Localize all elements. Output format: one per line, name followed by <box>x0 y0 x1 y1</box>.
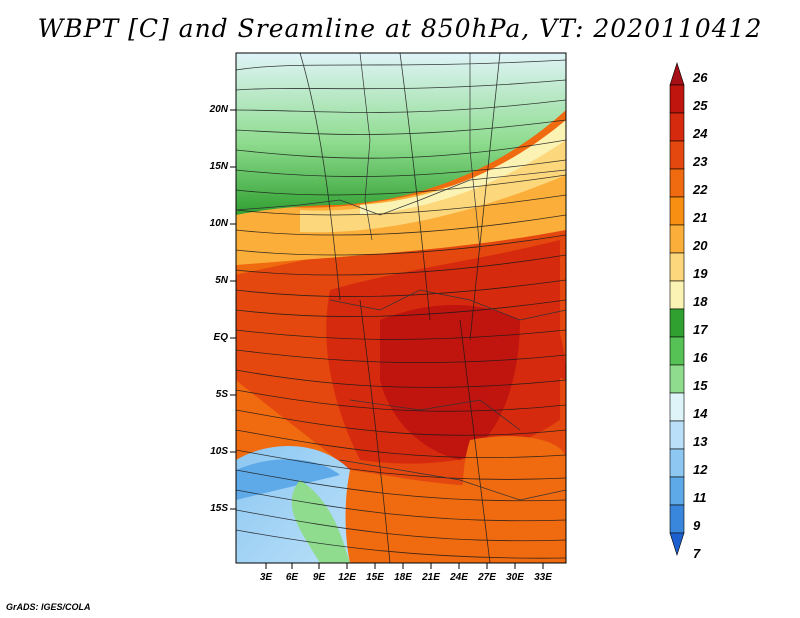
lon-label: 15E <box>366 572 384 583</box>
colorbar-swatch <box>669 224 685 254</box>
colorbar-swatch <box>669 308 685 338</box>
colorbar-label: 15 <box>693 378 708 393</box>
lat-label: EQ <box>213 332 228 343</box>
colorbar-swatch <box>669 504 685 534</box>
colorbar-label: 24 <box>693 126 708 141</box>
colorbar-swatch <box>669 280 685 310</box>
colorbar-swatch <box>669 112 685 142</box>
colorbar-swatch <box>669 364 685 394</box>
lon-label: 21E <box>422 572 440 583</box>
colorbar-label: 14 <box>693 406 708 421</box>
colorbar-label: 16 <box>693 350 708 365</box>
map-title: WBPT [C] and Sreamline at 850hPa, VT: 20… <box>37 14 763 43</box>
colorbar-swatch <box>669 336 685 366</box>
colorbar-swatch <box>669 420 685 450</box>
colorbar-bottom-arrow <box>669 532 685 556</box>
lon-label: 9E <box>312 572 326 583</box>
lat-label: 10S <box>210 446 228 457</box>
colorbar-swatch <box>669 168 685 198</box>
colorbar-label: 9 <box>693 518 701 533</box>
colorbar-label: 7 <box>693 546 701 561</box>
map-frame <box>235 52 567 564</box>
colorbar-swatch <box>669 84 685 114</box>
colorbar-label: 23 <box>693 154 708 169</box>
colorbar-label: 12 <box>693 462 708 477</box>
credit-text: GrADS: IGES/COLA <box>6 602 91 612</box>
lat-label: 5N <box>215 275 228 286</box>
lon-label: 3E <box>259 572 273 583</box>
colorbar-label: 19 <box>693 266 708 281</box>
lat-label: 20N <box>209 104 228 115</box>
lat-label: 15N <box>209 161 228 172</box>
colorbar-label: 21 <box>693 210 708 225</box>
lon-label: 27E <box>478 572 496 583</box>
lon-label: 12E <box>338 572 356 583</box>
colorbar-swatch <box>669 392 685 422</box>
colorbar-swatch <box>669 252 685 282</box>
colorbar-label: 13 <box>693 434 708 449</box>
colorbar-swatch <box>669 476 685 506</box>
colorbar-swatch <box>669 140 685 170</box>
lat-label: 5S <box>215 389 228 400</box>
lat-label: 10N <box>209 218 228 229</box>
lon-label: 6E <box>285 572 299 583</box>
colorbar-top-arrow <box>669 62 685 86</box>
colorbar-label: 17 <box>693 322 708 337</box>
lon-label: 24E <box>450 572 468 583</box>
colorbar-label: 22 <box>693 182 708 197</box>
colorbar-swatch <box>669 196 685 226</box>
lon-label: 33E <box>534 572 552 583</box>
lon-label: 30E <box>506 572 524 583</box>
colorbar <box>669 62 685 556</box>
colorbar-label: 25 <box>693 98 708 113</box>
colorbar-label: 26 <box>693 70 708 85</box>
colorbar-label: 20 <box>693 238 708 253</box>
colorbar-label: 11 <box>693 490 707 505</box>
wbpt-field <box>236 53 566 563</box>
colorbar-label: 18 <box>693 294 708 309</box>
lat-label: 15S <box>210 503 228 514</box>
lon-label: 18E <box>394 572 412 583</box>
colorbar-swatch <box>669 448 685 478</box>
